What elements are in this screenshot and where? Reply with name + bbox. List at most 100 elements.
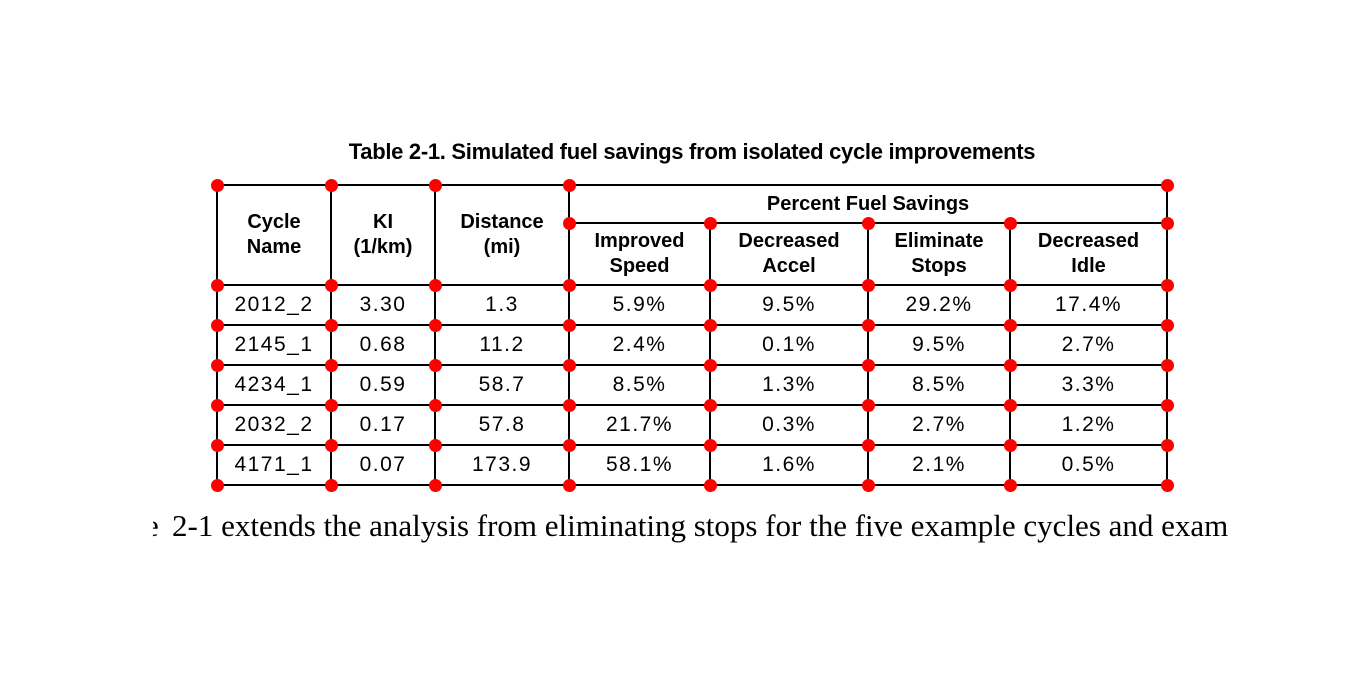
table-cell: 2145_1: [216, 324, 332, 366]
header-row-group: Cycle Name KI (1/km) Distance (mi) Perce…: [216, 184, 1169, 286]
table-cell: 0.17: [330, 404, 436, 446]
table-row: 4234_1 0.59 58.7 8.5% 1.3% 8.5% 3.3%: [216, 364, 1169, 406]
table-cell: 58.7: [434, 364, 570, 406]
col-header-ki: KI (1/km): [330, 184, 436, 286]
table-cell: 2.7%: [867, 404, 1011, 446]
annotation-dot: [428, 278, 442, 292]
annotation-dot: [1160, 216, 1174, 230]
clipped-character: e: [153, 506, 159, 546]
annotation-dot: [1160, 398, 1174, 412]
table-row: 2012_2 3.30 1.3 5.9% 9.5% 29.2% 17.4%: [216, 284, 1169, 326]
table-cell: 2.1%: [867, 444, 1011, 486]
annotation-dot: [324, 438, 338, 452]
header-row-sub: Improved Speed Decreased Accel Eliminate…: [217, 222, 1169, 286]
annotation-dot: [210, 438, 224, 452]
annotation-dot: [1160, 358, 1174, 372]
header-line: KI: [373, 211, 393, 233]
header-line: Name: [246, 236, 302, 258]
annotation-dot: [703, 358, 717, 372]
annotation-dot: [324, 358, 338, 372]
table-cell: 9.5%: [867, 324, 1011, 366]
table-cell: 0.3%: [709, 404, 869, 446]
annotation-dot: [703, 318, 717, 332]
annotation-dot: [210, 318, 224, 332]
table-cell: 8.5%: [867, 364, 1011, 406]
annotation-dot: [562, 178, 576, 192]
annotation-dot: [562, 398, 576, 412]
annotation-dot: [428, 358, 442, 372]
table-cell: 2.7%: [1008, 324, 1169, 366]
table-caption: Table 2-1. Simulated fuel savings from i…: [348, 139, 1036, 164]
table-cell: 29.2%: [867, 284, 1011, 326]
annotation-dot: [428, 318, 442, 332]
annotation-dot: [324, 318, 338, 332]
table-cell: 8.5%: [568, 364, 711, 406]
annotation-dot: [703, 278, 717, 292]
table-row: 4171_1 0.07 173.9 58.1% 1.6% 2.1% 0.5%: [216, 444, 1169, 486]
annotation-dot: [210, 358, 224, 372]
annotation-dot: [428, 178, 442, 192]
annotation-dot: [562, 318, 576, 332]
table-cell: 21.7%: [568, 404, 711, 446]
header-line: Eliminate: [894, 230, 984, 252]
header-line: (mi): [483, 236, 521, 258]
header-line: Idle: [1071, 255, 1106, 277]
table-cell: 0.1%: [709, 324, 869, 366]
table-cell: 1.3%: [709, 364, 869, 406]
annotation-dot: [861, 438, 875, 452]
annotation-dot: [1003, 216, 1017, 230]
annotation-dot: [1003, 358, 1017, 372]
header-line: Cycle: [247, 211, 301, 233]
annotation-dot: [861, 478, 875, 492]
fuel-savings-table: Cycle Name KI (1/km) Distance (mi) Perce…: [216, 184, 1169, 486]
table-cell: 0.59: [330, 364, 436, 406]
annotation-dot: [562, 216, 576, 230]
header-line: Decreased: [738, 230, 840, 252]
table-cell: 58.1%: [568, 444, 711, 486]
fuel-savings-table-container: Cycle Name KI (1/km) Distance (mi) Perce…: [210, 178, 1174, 492]
table-cell: 5.9%: [568, 284, 711, 326]
annotation-dot: [703, 478, 717, 492]
table-cell: 2012_2: [216, 284, 332, 326]
col-header-decreased-accel: Decreased Accel: [709, 222, 869, 286]
col-header-decreased-idle: Decreased Idle: [1008, 222, 1169, 286]
body-paragraph: 2-1 extends the analysis from eliminatin…: [172, 508, 1229, 543]
annotation-dot: [324, 478, 338, 492]
annotation-dot: [703, 438, 717, 452]
annotation-dot: [861, 278, 875, 292]
annotation-dot: [703, 216, 717, 230]
annotation-dot: [1003, 278, 1017, 292]
table-cell: 9.5%: [709, 284, 869, 326]
annotation-dot: [210, 178, 224, 192]
annotation-dot: [562, 438, 576, 452]
annotation-dot: [210, 398, 224, 412]
annotation-dot: [1160, 478, 1174, 492]
table-cell: 2032_2: [216, 404, 332, 446]
table-cell: 57.8: [434, 404, 570, 446]
annotation-dot: [703, 398, 717, 412]
header-line: Speed: [609, 255, 670, 277]
col-header-distance: Distance (mi): [434, 184, 570, 286]
clipped-character-fragment: e: [153, 506, 162, 546]
annotation-dot: [428, 398, 442, 412]
table-cell: 173.9: [434, 444, 570, 486]
annotation-dot: [1003, 398, 1017, 412]
col-header-eliminate-stops: Eliminate Stops: [867, 222, 1011, 286]
annotation-dot: [324, 278, 338, 292]
col-header-improved-speed: Improved Speed: [568, 222, 711, 286]
annotation-dot: [324, 178, 338, 192]
header-line: (1/km): [353, 236, 413, 258]
annotation-dot: [562, 278, 576, 292]
table-cell: 4171_1: [216, 444, 332, 486]
col-header-cycle-name: Cycle Name: [216, 184, 332, 286]
table-row: 2032_2 0.17 57.8 21.7% 0.3% 2.7% 1.2%: [216, 404, 1169, 446]
annotation-dot: [1003, 478, 1017, 492]
annotation-dot: [1160, 438, 1174, 452]
table-cell: 1.2%: [1008, 404, 1169, 446]
table-cell: 1.6%: [709, 444, 869, 486]
table-cell: 0.5%: [1008, 444, 1169, 486]
annotation-dot: [324, 398, 338, 412]
table-cell: 11.2: [434, 324, 570, 366]
table-cell: 4234_1: [216, 364, 332, 406]
header-line: Improved: [594, 230, 685, 252]
